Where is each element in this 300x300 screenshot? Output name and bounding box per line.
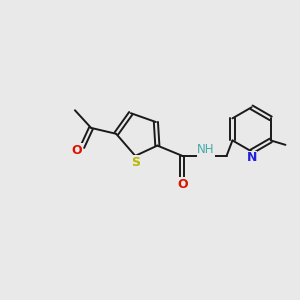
Text: S: S (131, 156, 140, 169)
Text: O: O (72, 144, 82, 157)
Text: O: O (177, 178, 188, 191)
Text: N: N (246, 152, 257, 164)
Text: NH: NH (197, 143, 215, 156)
